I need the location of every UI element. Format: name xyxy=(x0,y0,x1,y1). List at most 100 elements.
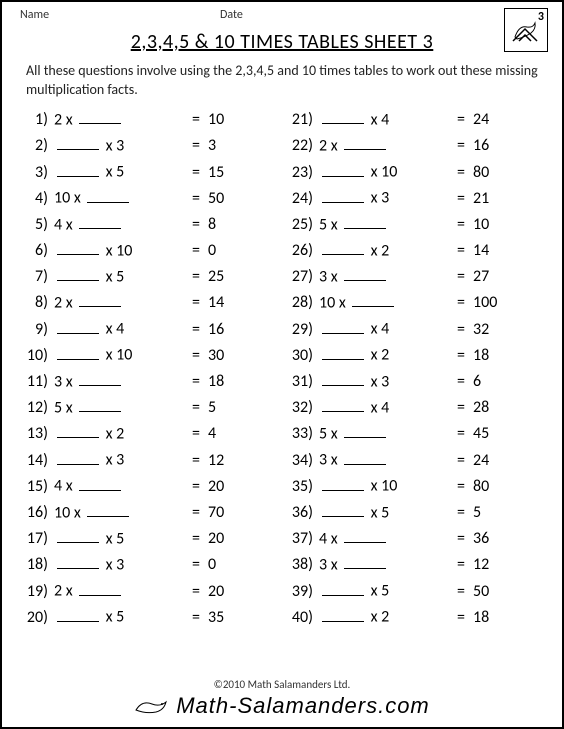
equals-sign: = xyxy=(449,163,473,182)
copyright-text: ©2010 Math Salamanders Ltd. xyxy=(2,678,562,691)
equals-sign: = xyxy=(449,555,473,574)
problem-result: 70 xyxy=(208,503,248,522)
problem-result: 45 xyxy=(473,424,513,443)
problem-number: 3) xyxy=(22,163,54,182)
problem-number: 32) xyxy=(287,398,319,417)
blank-fill[interactable] xyxy=(79,372,121,386)
problem-number: 10) xyxy=(22,346,54,365)
problem-number: 12) xyxy=(22,398,54,417)
problem-result: 18 xyxy=(473,346,513,365)
blank-fill[interactable] xyxy=(322,345,364,359)
blank-fill[interactable] xyxy=(57,162,99,176)
problem-row: 25)5 x =10 xyxy=(287,215,542,241)
blank-fill[interactable] xyxy=(79,581,121,595)
problems-column-left: 1)2 x =102) x 3=33) x 5=154)10 x =505)4 … xyxy=(22,110,277,634)
equals-sign: = xyxy=(184,267,208,286)
problem-result: 24 xyxy=(473,110,513,129)
blank-fill[interactable] xyxy=(79,293,121,307)
problem-result: 20 xyxy=(208,582,248,601)
blank-fill[interactable] xyxy=(57,345,99,359)
blank-fill[interactable] xyxy=(79,110,121,124)
equals-sign: = xyxy=(184,136,208,155)
header-row: Name Date xyxy=(20,8,544,22)
blank-fill[interactable] xyxy=(57,267,99,281)
problem-result: 27 xyxy=(473,267,513,286)
blank-fill[interactable] xyxy=(344,450,386,464)
blank-fill[interactable] xyxy=(322,607,364,621)
problem-number: 20) xyxy=(22,608,54,627)
problem-expression: x 3 xyxy=(319,188,449,207)
blank-fill[interactable] xyxy=(79,398,121,412)
problem-expression: x 5 xyxy=(54,607,184,626)
blank-fill[interactable] xyxy=(344,424,386,438)
problem-row: 13) x 2=4 xyxy=(22,424,277,450)
blank-fill[interactable] xyxy=(322,503,364,517)
blank-fill[interactable] xyxy=(344,215,386,229)
problem-result: 18 xyxy=(208,372,248,391)
problem-expression: x 5 xyxy=(54,529,184,548)
page-title: 2,3,4,5 & 10 TIMES TABLES SHEET 3 xyxy=(20,30,544,54)
problem-row: 28)10 x =100 xyxy=(287,293,542,319)
blank-fill[interactable] xyxy=(57,450,99,464)
blank-fill[interactable] xyxy=(57,241,99,255)
problem-result: 5 xyxy=(208,398,248,417)
problem-expression: x 4 xyxy=(319,398,449,417)
equals-sign: = xyxy=(184,215,208,234)
blank-fill[interactable] xyxy=(79,215,121,229)
equals-sign: = xyxy=(449,267,473,286)
problem-row: 39) x 5=50 xyxy=(287,581,542,607)
problem-row: 11)3 x =18 xyxy=(22,372,277,398)
equals-sign: = xyxy=(184,398,208,417)
problem-row: 35) x 10=80 xyxy=(287,476,542,502)
problem-expression: 3 x xyxy=(54,372,184,391)
blank-fill[interactable] xyxy=(322,188,364,202)
blank-fill[interactable] xyxy=(57,136,99,150)
problem-number: 11) xyxy=(22,372,54,391)
problem-number: 38) xyxy=(287,555,319,574)
equals-sign: = xyxy=(449,477,473,496)
blank-fill[interactable] xyxy=(344,555,386,569)
blank-fill[interactable] xyxy=(322,241,364,255)
problem-row: 3) x 5=15 xyxy=(22,162,277,188)
problem-result: 25 xyxy=(208,267,248,286)
blank-fill[interactable] xyxy=(57,607,99,621)
blank-fill[interactable] xyxy=(322,398,364,412)
blank-fill[interactable] xyxy=(322,162,364,176)
problem-result: 12 xyxy=(208,451,248,470)
blank-fill[interactable] xyxy=(322,319,364,333)
blank-fill[interactable] xyxy=(57,319,99,333)
blank-fill[interactable] xyxy=(322,581,364,595)
problem-row: 4)10 x =50 xyxy=(22,188,277,214)
problem-number: 23) xyxy=(287,163,319,182)
blank-fill[interactable] xyxy=(344,136,386,150)
blank-fill[interactable] xyxy=(57,555,99,569)
blank-fill[interactable] xyxy=(344,267,386,281)
date-label: Date xyxy=(220,8,243,22)
problem-number: 25) xyxy=(287,215,319,234)
blank-fill[interactable] xyxy=(344,529,386,543)
blank-fill[interactable] xyxy=(322,110,364,124)
problem-expression: 3 x xyxy=(319,555,449,574)
blank-fill[interactable] xyxy=(57,529,99,543)
blank-fill[interactable] xyxy=(79,476,121,490)
problem-number: 34) xyxy=(287,451,319,470)
problem-expression: x 4 xyxy=(319,110,449,129)
problem-row: 23) x 10=80 xyxy=(287,162,542,188)
problem-row: 15)4 x =20 xyxy=(22,476,277,502)
problem-result: 0 xyxy=(208,241,248,260)
blank-fill[interactable] xyxy=(57,424,99,438)
blank-fill[interactable] xyxy=(87,503,129,517)
blank-fill[interactable] xyxy=(87,188,129,202)
equals-sign: = xyxy=(184,582,208,601)
problem-result: 30 xyxy=(208,346,248,365)
problem-number: 2) xyxy=(22,136,54,155)
blank-fill[interactable] xyxy=(322,372,364,386)
problem-expression: x 5 xyxy=(319,581,449,600)
problem-result: 20 xyxy=(208,529,248,548)
blank-fill[interactable] xyxy=(352,293,394,307)
problem-result: 35 xyxy=(208,608,248,627)
problem-result: 12 xyxy=(473,555,513,574)
problem-row: 18) x 3=0 xyxy=(22,555,277,581)
problem-expression: 2 x xyxy=(319,136,449,155)
blank-fill[interactable] xyxy=(322,476,364,490)
